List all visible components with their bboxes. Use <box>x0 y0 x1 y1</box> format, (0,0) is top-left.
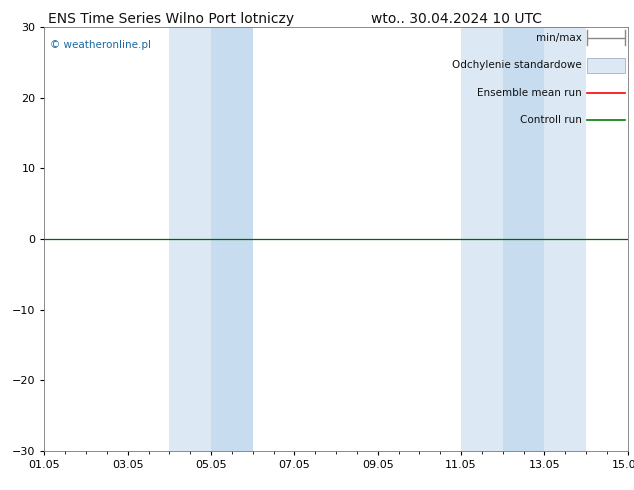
Bar <box>211 27 253 451</box>
Bar <box>461 27 503 451</box>
Text: Controll run: Controll run <box>521 115 582 125</box>
Text: Ensemble mean run: Ensemble mean run <box>477 88 582 98</box>
Bar <box>545 27 586 451</box>
Text: Odchylenie standardowe: Odchylenie standardowe <box>453 60 582 70</box>
Bar <box>169 27 211 451</box>
Text: ENS Time Series Wilno Port lotniczy: ENS Time Series Wilno Port lotniczy <box>48 12 294 26</box>
Text: © weatheronline.pl: © weatheronline.pl <box>50 40 152 49</box>
Text: wto.. 30.04.2024 10 UTC: wto.. 30.04.2024 10 UTC <box>371 12 542 26</box>
Bar <box>587 57 624 73</box>
Bar <box>503 27 545 451</box>
Text: min/max: min/max <box>536 32 582 43</box>
